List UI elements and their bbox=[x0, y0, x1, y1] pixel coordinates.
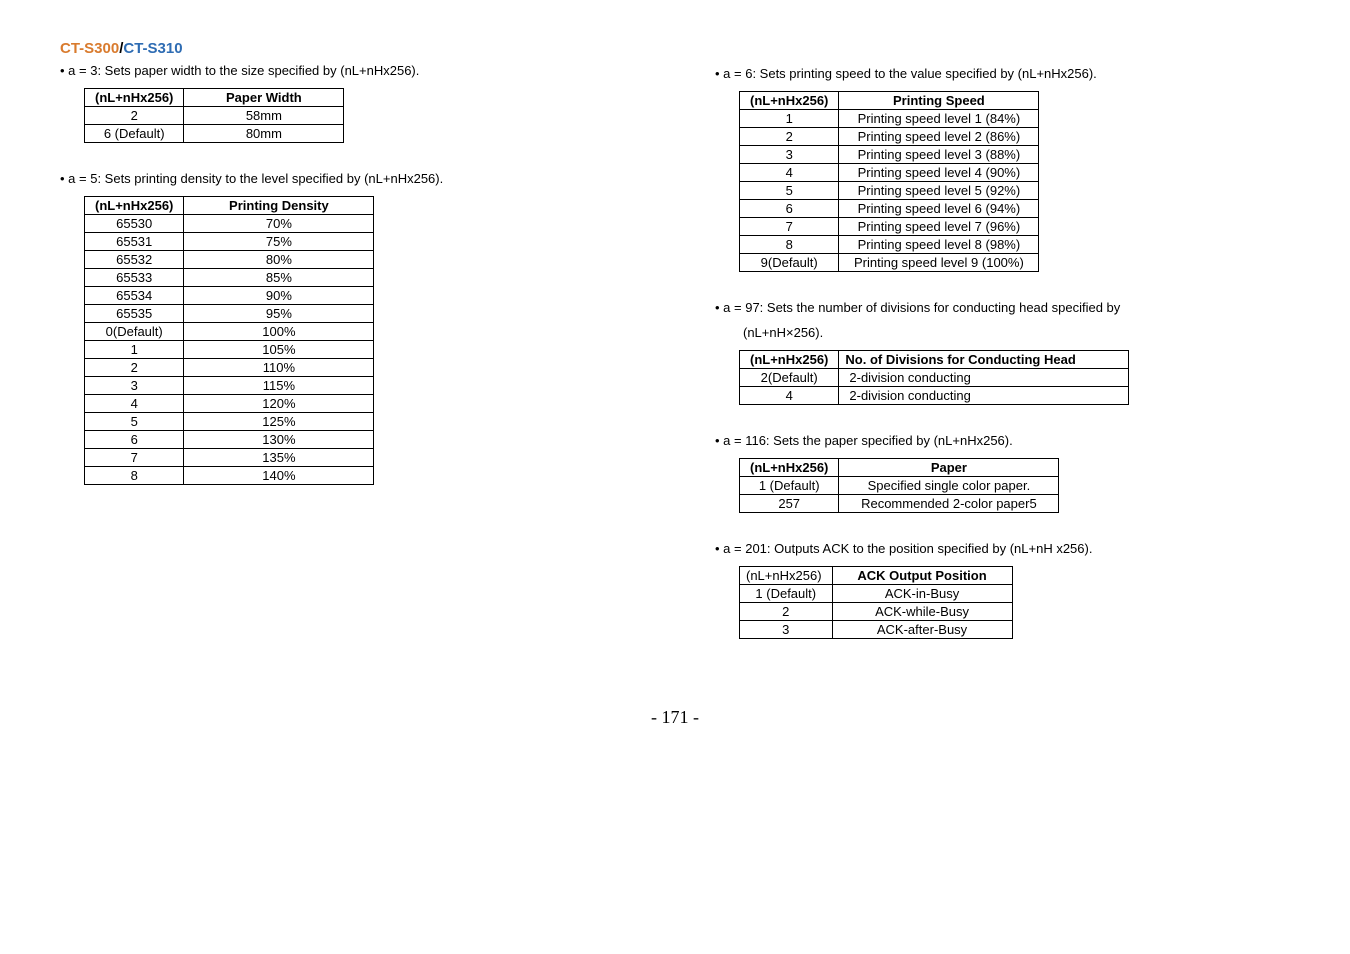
table-row: 6553175% bbox=[85, 233, 374, 251]
table-row: 6 (Default)80mm bbox=[85, 125, 344, 143]
th-ack: ACK Output Position bbox=[832, 567, 1012, 585]
table-row: 2110% bbox=[85, 359, 374, 377]
th-param: (nL+nHx256) bbox=[740, 92, 839, 110]
table-row: 2(Default)2-division conducting bbox=[740, 369, 1129, 387]
left-column: CT-S300/CT-S310 • a = 3: Sets paper widt… bbox=[60, 40, 635, 667]
th-paper: Paper bbox=[839, 459, 1059, 477]
table-row: 258mm bbox=[85, 107, 344, 125]
table-row: 6553595% bbox=[85, 305, 374, 323]
bullet-a97-l2: (nL+nH×256). bbox=[743, 325, 1290, 340]
table-row: 0(Default)100% bbox=[85, 323, 374, 341]
table-row: 3ACK-after-Busy bbox=[740, 621, 1013, 639]
table-row: 3Printing speed level 3 (88%) bbox=[740, 146, 1039, 164]
table-row: 42-division conducting bbox=[740, 387, 1129, 405]
table-row: 2ACK-while-Busy bbox=[740, 603, 1013, 621]
right-column: • a = 6: Sets printing speed to the valu… bbox=[715, 40, 1290, 667]
table-row: 5125% bbox=[85, 413, 374, 431]
table-row: 5Printing speed level 5 (92%) bbox=[740, 182, 1039, 200]
model-heading: CT-S300/CT-S310 bbox=[60, 40, 635, 57]
th-density: Printing Density bbox=[184, 197, 374, 215]
th-param: (nL+nHx256) bbox=[740, 351, 839, 369]
table-row: 3115% bbox=[85, 377, 374, 395]
table-row: 1105% bbox=[85, 341, 374, 359]
table-row: 4Printing speed level 4 (90%) bbox=[740, 164, 1039, 182]
table-row: 6553070% bbox=[85, 215, 374, 233]
paper-width-table: (nL+nHx256) Paper Width 258mm 6 (Default… bbox=[84, 88, 344, 143]
model1: CT-S300 bbox=[60, 40, 119, 57]
th-param: (nL+nHx256) bbox=[740, 459, 839, 477]
bullet-a3: • a = 3: Sets paper width to the size sp… bbox=[60, 63, 635, 78]
table-row: 6Printing speed level 6 (94%) bbox=[740, 200, 1039, 218]
bullet-a201: • a = 201: Outputs ACK to the position s… bbox=[715, 541, 1290, 556]
table-row: 4120% bbox=[85, 395, 374, 413]
paper-table: (nL+nHx256) Paper 1 (Default)Specified s… bbox=[739, 458, 1059, 513]
speed-table: (nL+nHx256) Printing Speed 1Printing spe… bbox=[739, 91, 1039, 272]
table-row: 1 (Default)ACK-in-Busy bbox=[740, 585, 1013, 603]
table-row: 9(Default)Printing speed level 9 (100%) bbox=[740, 254, 1039, 272]
bullet-a6: • a = 6: Sets printing speed to the valu… bbox=[715, 66, 1290, 81]
th-divisions: No. of Divisions for Conducting Head bbox=[839, 351, 1129, 369]
table-row: 2Printing speed level 2 (86%) bbox=[740, 128, 1039, 146]
divisions-table: (nL+nHx256) No. of Divisions for Conduct… bbox=[739, 350, 1129, 405]
table-row: 257Recommended 2-color paper5 bbox=[740, 495, 1059, 513]
bullet-a97-l1: • a = 97: Sets the number of divisions f… bbox=[715, 300, 1290, 315]
table-row: 6553490% bbox=[85, 287, 374, 305]
table-row: 1Printing speed level 1 (84%) bbox=[740, 110, 1039, 128]
table-row: 7Printing speed level 7 (96%) bbox=[740, 218, 1039, 236]
table-row: 1 (Default)Specified single color paper. bbox=[740, 477, 1059, 495]
table-row: 7135% bbox=[85, 449, 374, 467]
th-param: (nL+nHx256) bbox=[85, 197, 184, 215]
table-row: 8140% bbox=[85, 467, 374, 485]
table-row: 8Printing speed level 8 (98%) bbox=[740, 236, 1039, 254]
th-param: (nL+nHx256) bbox=[85, 89, 184, 107]
th-speed: Printing Speed bbox=[839, 92, 1039, 110]
table-row: 6130% bbox=[85, 431, 374, 449]
bullet-a5: • a = 5: Sets printing density to the le… bbox=[60, 171, 635, 186]
bullet-a116: • a = 116: Sets the paper specified by (… bbox=[715, 433, 1290, 448]
ack-table: (nL+nHx256) ACK Output Position 1 (Defau… bbox=[739, 566, 1013, 639]
table-row: 6553280% bbox=[85, 251, 374, 269]
model2: CT-S310 bbox=[123, 40, 182, 57]
page-number: - 171 - bbox=[0, 707, 1350, 728]
table-row: 6553385% bbox=[85, 269, 374, 287]
density-table: (nL+nHx256) Printing Density 6553070% 65… bbox=[84, 196, 374, 485]
th-paper-width: Paper Width bbox=[184, 89, 344, 107]
th-param: (nL+nHx256) bbox=[740, 567, 833, 585]
